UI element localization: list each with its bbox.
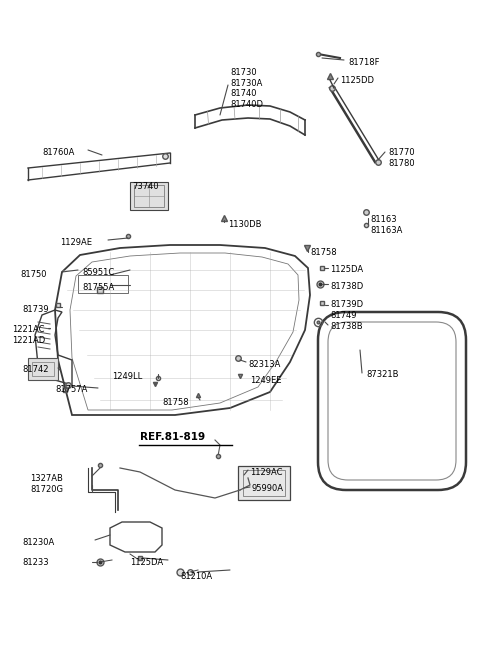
Text: 81739: 81739 (22, 305, 48, 314)
Text: 95990A: 95990A (252, 484, 284, 493)
Bar (238, 466, 290, 500)
Bar (243, 470, 285, 496)
Bar (134, 185, 164, 207)
Text: 81210A: 81210A (180, 572, 212, 581)
Text: 81738B: 81738B (330, 322, 362, 331)
Text: 1249EE: 1249EE (250, 376, 281, 385)
Text: 81760A: 81760A (42, 148, 74, 157)
Text: 81163
81163A: 81163 81163A (370, 215, 402, 234)
Text: 81758: 81758 (162, 398, 189, 407)
Text: 73740: 73740 (132, 182, 158, 191)
Text: 81718F: 81718F (348, 58, 380, 67)
Text: 81742: 81742 (22, 365, 48, 374)
Bar (32, 362, 54, 376)
Text: 1130DB: 1130DB (228, 220, 262, 229)
Text: 87321B: 87321B (366, 370, 398, 379)
Text: 82313A: 82313A (248, 360, 280, 369)
Text: 81757A: 81757A (55, 385, 87, 394)
Text: 81770
81780: 81770 81780 (388, 148, 415, 168)
Text: REF.81-819: REF.81-819 (140, 432, 205, 442)
Text: 81758: 81758 (310, 248, 336, 257)
Text: 1129AE: 1129AE (60, 238, 92, 247)
Bar (78, 275, 128, 293)
Text: 1327AB
81720G: 1327AB 81720G (30, 474, 63, 494)
Text: 81738D: 81738D (330, 282, 363, 291)
Bar (28, 358, 58, 380)
Text: 1125DA: 1125DA (330, 265, 363, 274)
Text: 81750: 81750 (20, 270, 47, 279)
Text: 81739D
81749: 81739D 81749 (330, 300, 363, 320)
Text: 1125DA: 1125DA (130, 558, 163, 567)
Text: 81233: 81233 (22, 558, 48, 567)
Text: 85951C: 85951C (82, 268, 114, 277)
Text: 1129AC: 1129AC (250, 468, 283, 477)
Text: 1249LL: 1249LL (112, 372, 142, 381)
Text: 81230A: 81230A (22, 538, 54, 547)
Text: 81730
81730A
81740
81740D: 81730 81730A 81740 81740D (230, 68, 263, 109)
Text: 1221AC
1221AD: 1221AC 1221AD (12, 325, 45, 345)
Text: 1125DD: 1125DD (340, 76, 374, 85)
Text: 81755A: 81755A (82, 283, 114, 292)
Bar (130, 182, 168, 210)
